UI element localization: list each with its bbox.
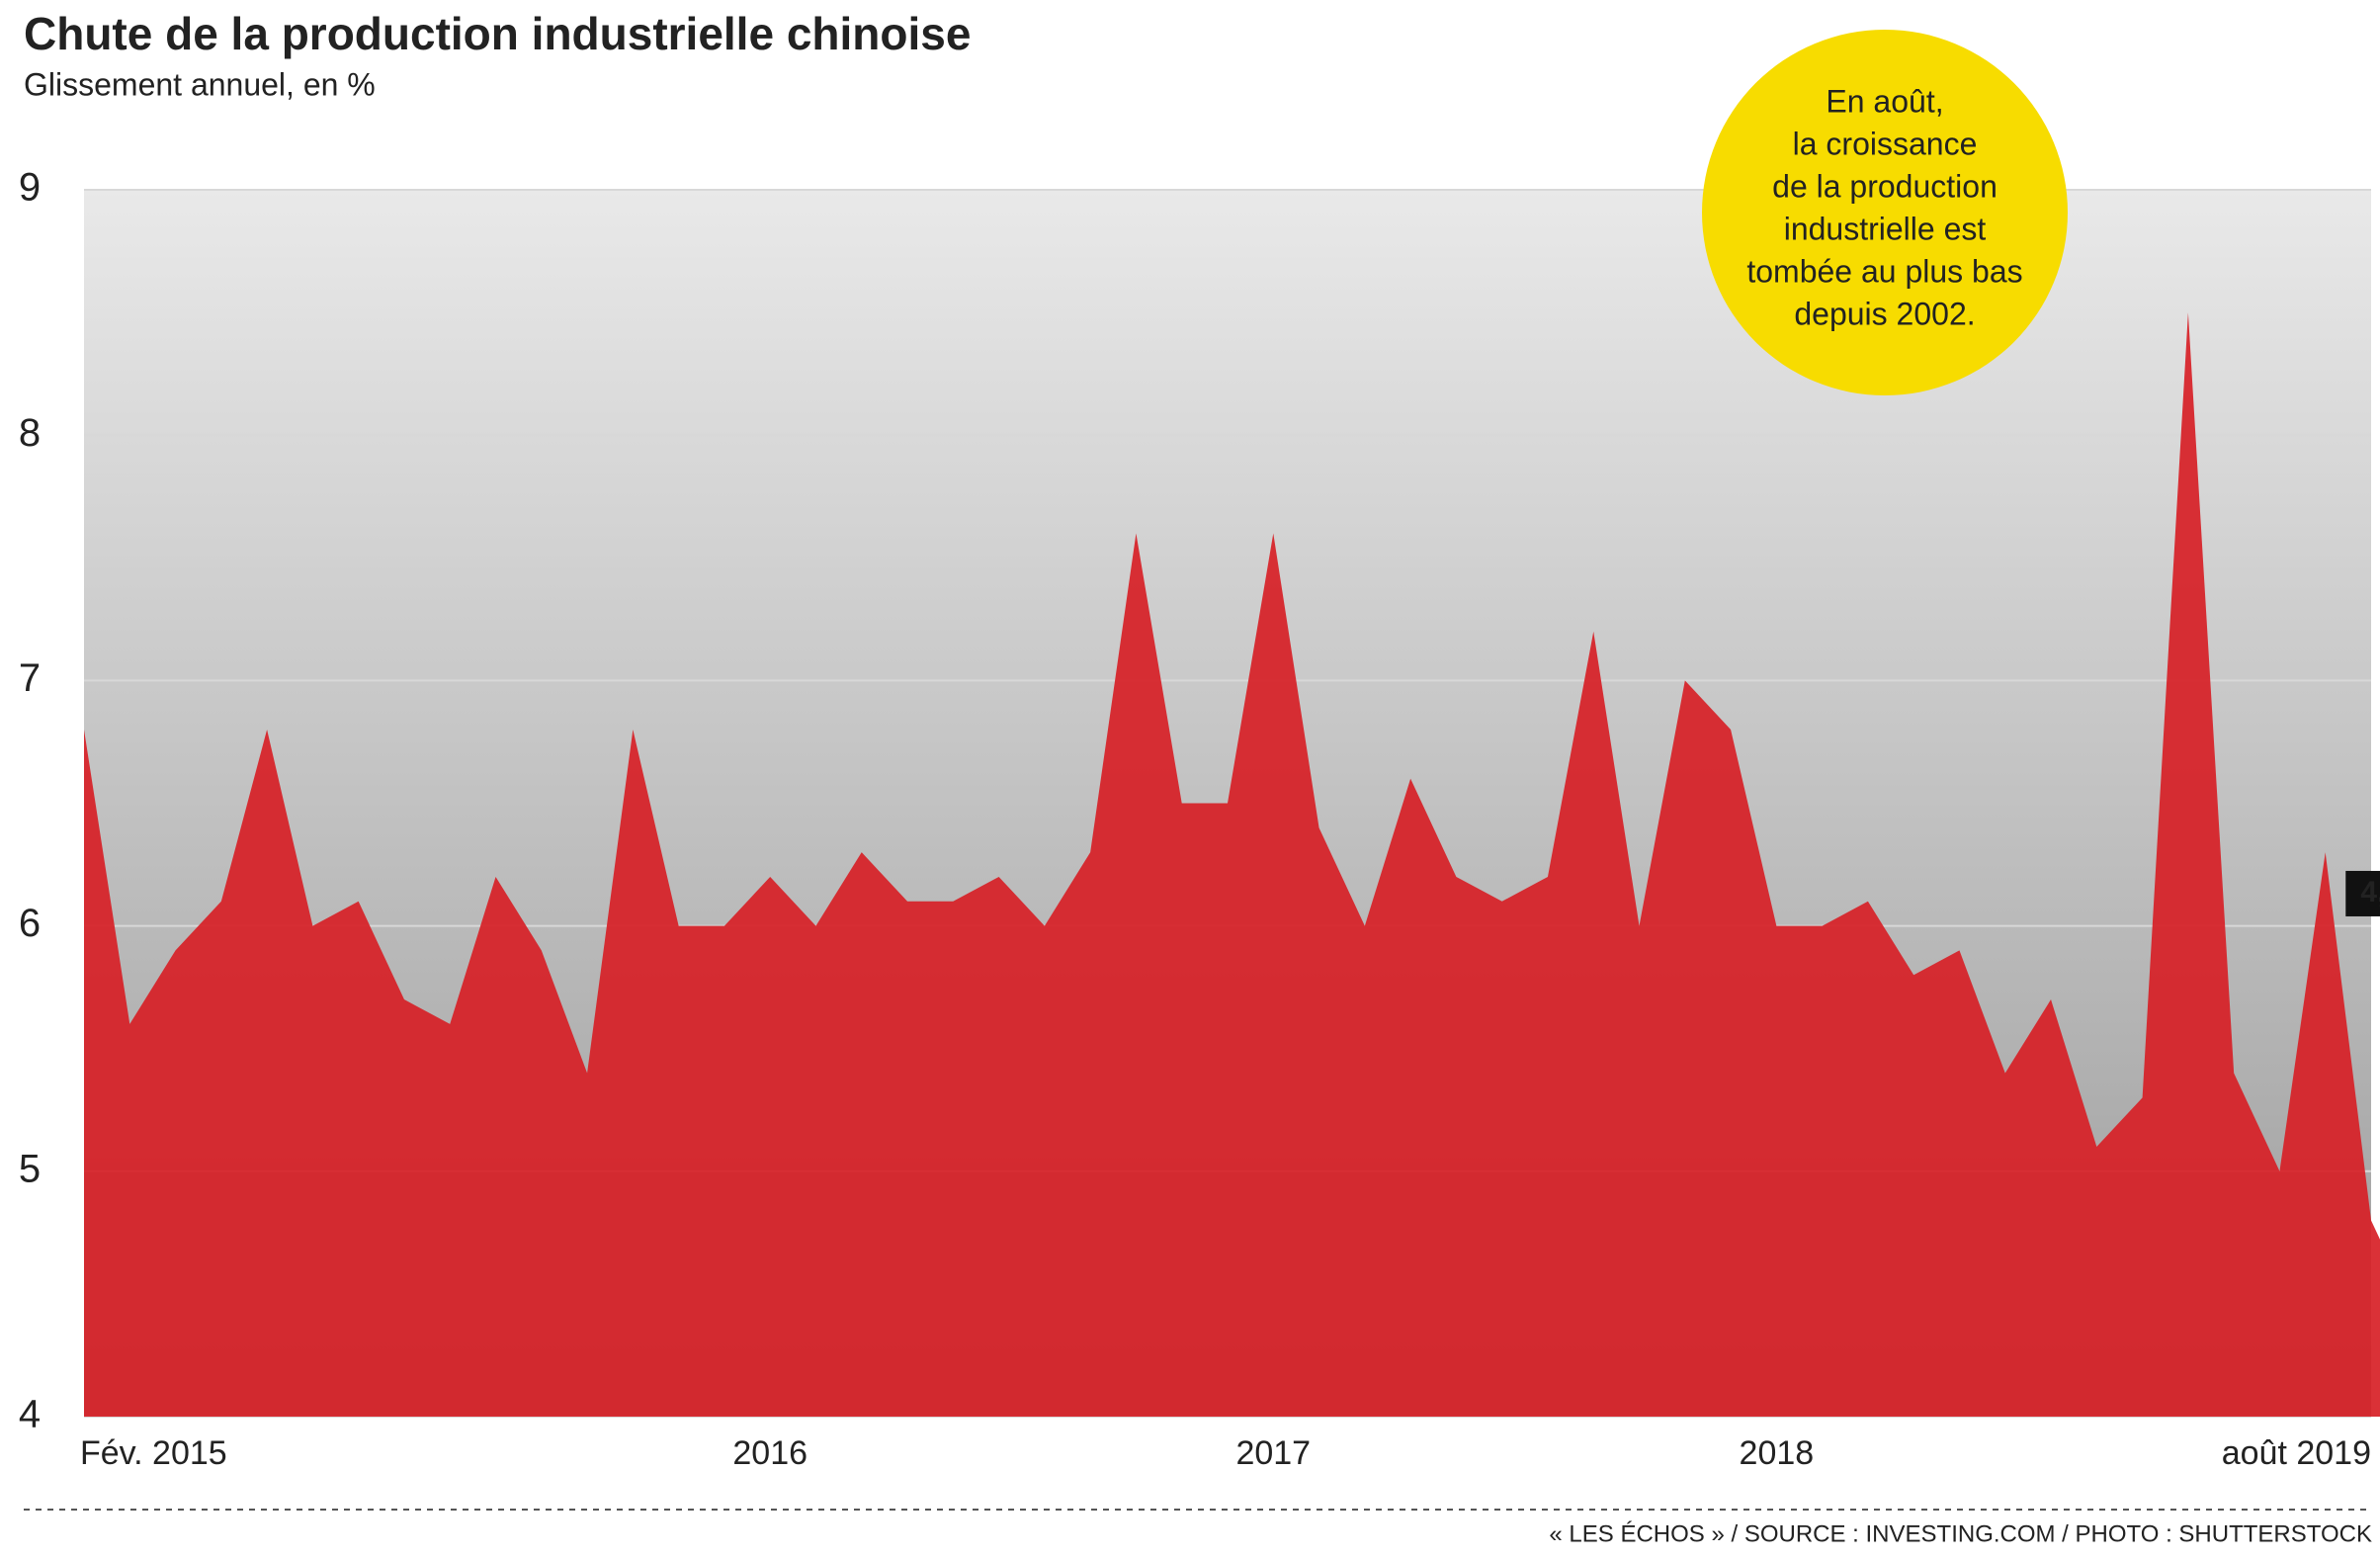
value-label: 4,4 bbox=[2360, 876, 2380, 909]
area bbox=[84, 312, 2380, 1417]
annotation-line: En août, bbox=[1826, 83, 1943, 119]
y-tick-label: 6 bbox=[19, 902, 41, 945]
y-tick-label: 4 bbox=[19, 1393, 41, 1436]
y-tick-label: 8 bbox=[19, 411, 41, 455]
annotation-bubble bbox=[1702, 30, 2068, 395]
x-tick-label: 2017 bbox=[1235, 1434, 1311, 1472]
x-tick-label: Fév. 2015 bbox=[80, 1434, 227, 1472]
chart-title: Chute de la production industrielle chin… bbox=[24, 8, 971, 59]
value-label-box bbox=[2345, 870, 2380, 916]
annotation-line: depuis 2002. bbox=[1794, 296, 1975, 331]
y-tick-label: 9 bbox=[19, 166, 41, 210]
chart-subtitle: Glissement annuel, en % bbox=[24, 66, 376, 102]
annotation-line: industrielle est bbox=[1784, 211, 1987, 246]
source: « LES ÉCHOS » / SOURCE : INVESTING.COM /… bbox=[1549, 1520, 2372, 1547]
y-tick-label: 5 bbox=[19, 1147, 41, 1190]
x-tick-label: 2016 bbox=[732, 1434, 808, 1472]
y-tick-label: 7 bbox=[19, 656, 41, 700]
annotation-line: de la production bbox=[1772, 168, 1998, 204]
x-tick-label: août 2019 bbox=[2222, 1434, 2371, 1472]
annotation-line: tombée au plus bas bbox=[1746, 253, 2022, 289]
x-tick-label: 2018 bbox=[1740, 1434, 1815, 1472]
annotation-line: la croissance bbox=[1793, 126, 1978, 161]
